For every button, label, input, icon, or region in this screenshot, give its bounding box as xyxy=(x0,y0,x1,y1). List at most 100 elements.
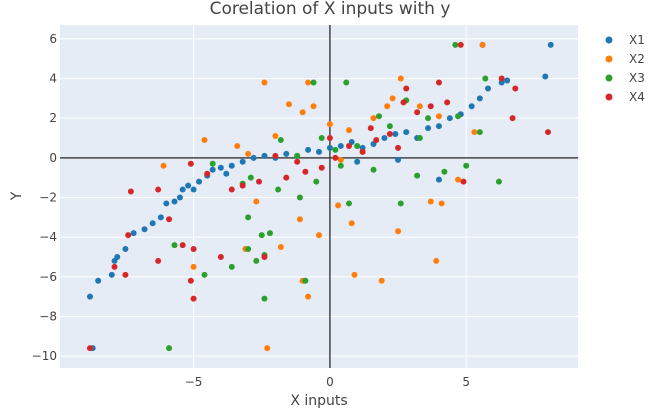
data-point-x1 xyxy=(250,154,257,161)
data-point-x3 xyxy=(476,129,483,136)
data-point-x2 xyxy=(264,345,271,352)
data-point-x4 xyxy=(187,277,194,284)
data-point-x3 xyxy=(171,242,178,249)
data-point-x1 xyxy=(228,162,235,169)
data-point-x3 xyxy=(261,295,268,302)
y-tick-label: 6 xyxy=(49,32,57,46)
data-point-x1 xyxy=(149,220,156,227)
data-point-x1 xyxy=(157,214,164,221)
data-point-x2 xyxy=(190,263,197,270)
legend[interactable]: X1 X2 X3 X4 xyxy=(605,33,645,104)
data-point-x3 xyxy=(441,168,448,175)
data-point-x2 xyxy=(395,228,402,235)
x-tick-label: 5 xyxy=(462,375,470,389)
data-point-x4 xyxy=(190,246,197,253)
legend-label-x4: X4 xyxy=(629,90,645,104)
data-point-x4 xyxy=(256,178,263,185)
data-point-x2 xyxy=(416,103,423,110)
data-point-x2 xyxy=(335,202,342,209)
data-point-x4 xyxy=(294,158,301,165)
data-point-x4 xyxy=(509,115,516,122)
data-point-x4 xyxy=(512,85,519,92)
y-tick-label: −10 xyxy=(32,349,57,363)
data-point-x2 xyxy=(397,75,404,82)
data-point-x3 xyxy=(302,277,309,284)
data-point-x2 xyxy=(348,220,355,227)
legend-marker-x1 xyxy=(605,36,613,44)
data-point-x3 xyxy=(332,146,339,153)
data-point-x2 xyxy=(345,127,352,134)
data-point-x4 xyxy=(239,182,246,189)
data-point-x4 xyxy=(111,263,118,270)
data-point-x2 xyxy=(326,121,333,128)
data-point-x4 xyxy=(332,154,339,161)
data-point-x2 xyxy=(305,293,312,300)
data-point-x3 xyxy=(209,160,216,167)
legend-label-x1: X1 xyxy=(629,33,645,47)
data-point-x3 xyxy=(313,178,320,185)
data-point-x4 xyxy=(179,242,186,249)
data-point-x2 xyxy=(427,198,434,205)
data-point-x4 xyxy=(318,164,325,171)
data-point-x2 xyxy=(310,103,317,110)
data-point-x4 xyxy=(444,99,451,106)
data-point-x3 xyxy=(414,172,421,179)
data-point-x3 xyxy=(354,142,361,149)
y-axis-title: Y xyxy=(9,191,25,201)
y-tick-label: 0 xyxy=(49,151,57,165)
data-point-x1 xyxy=(542,73,549,80)
data-point-x1 xyxy=(130,230,137,237)
data-point-x1 xyxy=(435,176,442,183)
data-point-x4 xyxy=(460,178,467,185)
data-point-x4 xyxy=(166,216,173,223)
plot-area[interactable] xyxy=(60,25,578,368)
axis-ticks: −5 0 5 −10 −8 −6 −4 −2 0 2 4 6 xyxy=(32,32,470,389)
y-tick-label: −6 xyxy=(39,270,57,284)
data-point-x1 xyxy=(504,77,511,84)
data-point-x1 xyxy=(114,253,121,260)
data-point-x1 xyxy=(86,293,93,300)
x-tick-label: −5 xyxy=(185,375,203,389)
legend-label-x2: X2 xyxy=(629,52,645,66)
data-point-x2 xyxy=(245,150,252,157)
data-point-x4 xyxy=(414,109,421,116)
data-point-x2 xyxy=(435,113,442,120)
data-point-x2 xyxy=(471,129,478,136)
data-point-x2 xyxy=(305,79,312,86)
data-point-x1 xyxy=(95,277,102,284)
data-point-x3 xyxy=(452,41,459,48)
x-axis-title: X inputs xyxy=(290,393,347,409)
data-point-x1 xyxy=(209,166,216,173)
data-point-x4 xyxy=(217,253,224,260)
data-point-x3 xyxy=(166,345,173,352)
data-point-x4 xyxy=(125,232,132,239)
data-point-x2 xyxy=(272,133,279,140)
data-point-x1 xyxy=(547,41,554,48)
data-point-x1 xyxy=(476,95,483,102)
data-point-x1 xyxy=(435,123,442,130)
data-point-x1 xyxy=(425,125,432,132)
data-point-x1 xyxy=(185,182,192,189)
data-point-x2 xyxy=(286,101,293,108)
data-point-x2 xyxy=(438,200,445,207)
data-point-x1 xyxy=(392,131,399,138)
data-point-x1 xyxy=(381,135,388,142)
data-point-x3 xyxy=(463,162,470,169)
data-point-x4 xyxy=(326,135,333,142)
legend-label-x3: X3 xyxy=(629,71,645,85)
data-point-x3 xyxy=(296,194,303,201)
data-point-x4 xyxy=(545,129,552,136)
data-point-x2 xyxy=(479,41,486,48)
data-point-x2 xyxy=(389,95,396,102)
data-point-x4 xyxy=(386,131,393,138)
data-point-x3 xyxy=(482,75,489,82)
data-point-x3 xyxy=(375,113,382,120)
data-point-x1 xyxy=(239,158,246,165)
data-point-x4 xyxy=(435,79,442,86)
data-point-x1 xyxy=(326,144,333,151)
data-point-x4 xyxy=(457,41,464,48)
data-point-x3 xyxy=(425,115,432,122)
data-point-x2 xyxy=(337,156,344,163)
data-point-x4 xyxy=(86,345,93,352)
